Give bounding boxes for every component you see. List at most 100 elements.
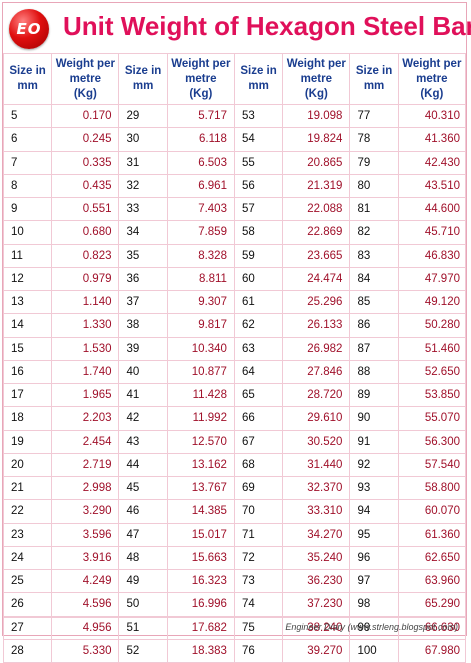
table-row: 18 2.203 42 11.992 66 29.610 90 55.070 [2,406,467,431]
size-cell: 35 [118,243,168,268]
weight-cell: 42.430 [397,150,467,175]
size-cell: 67 [233,429,284,454]
table-body: 5 0.170 29 5.717 53 19.098 77 40.310 6 0.245 30 6.1… [2,103,467,663]
size-cell: 73 [233,568,284,594]
weight-header-line: (Kg) [189,87,213,100]
size-cell: 77 [349,103,399,129]
size-cell: 57 [233,196,284,222]
weight-cell: 51.460 [397,336,467,361]
weight-cell: 26.982 [282,336,351,361]
weight-header-line: Weight per [286,57,346,70]
weight-cell: 0.170 [51,103,120,129]
size-cell: 7 [2,150,53,175]
size-cell: 38 [118,313,168,338]
weight-cell: 8.811 [166,266,235,292]
size-cell: 54 [233,127,284,152]
size-cell: 64 [233,359,284,385]
weight-cell: 3.916 [51,545,120,571]
table-row: 11 0.823 35 8.328 59 23.665 83 46.830 [2,243,467,268]
weight-cell: 60.070 [397,499,467,524]
size-cell: 83 [349,243,399,268]
size-header-line: Size in [124,65,162,77]
size-cell: 60 [233,266,284,292]
weight-cell: 30.520 [282,429,351,454]
weight-cell: 14.385 [166,499,235,524]
size-cell: 20 [2,452,53,478]
table-row: 21 2.998 45 13.767 69 32.370 93 58.800 [2,475,467,501]
size-cell: 17 [2,382,53,408]
size-cell: 5 [2,103,53,129]
weight-cell: 7.403 [166,196,235,222]
weight-cell: 33.310 [282,499,351,524]
size-header-line: mm [248,80,269,92]
size-cell: 56 [233,173,284,199]
size-cell: 42 [118,406,168,431]
weight-cell: 36.230 [282,568,351,594]
size-cell: 30 [118,127,168,152]
weight-cell: 19.098 [282,103,351,129]
size-column-header: Size in mm [2,53,53,105]
weight-cell: 44.600 [397,196,467,222]
weight-cell: 1.330 [51,313,120,338]
weight-cell: 65.290 [397,592,467,617]
size-cell: 62 [233,313,284,338]
size-cell: 90 [349,406,399,431]
size-cell: 23 [2,522,53,547]
table-row: 12 0.979 36 8.811 60 24.474 84 47.970 [2,266,467,292]
weight-cell: 0.551 [51,196,120,222]
size-cell: 40 [118,359,168,385]
weight-cell: 16.323 [166,568,235,594]
size-cell: 93 [349,475,399,501]
size-cell: 28 [2,638,53,663]
weight-cell: 53.850 [397,382,467,408]
weight-cell: 10.340 [166,336,235,361]
size-cell: 70 [233,499,284,524]
weight-cell: 1.140 [51,289,120,315]
weight-cell: 5.330 [51,638,120,663]
weight-cell: 61.360 [397,522,467,547]
size-cell: 19 [2,429,53,454]
weight-cell: 35.240 [282,545,351,571]
weight-header-line: (Kg) [73,87,97,100]
weight-cell: 57.540 [397,452,467,478]
weight-cell: 4.249 [51,568,120,594]
weight-cell: 6.503 [166,150,235,175]
weight-cell: 1.530 [51,336,120,361]
weight-cell: 13.767 [166,475,235,501]
table-row: 28 5.330 52 18.383 76 39.270 100 67.980 [2,638,467,663]
header: EO Unit Weight of Hexagon Steel Bar [3,3,471,53]
weight-cell: 46.830 [397,243,467,268]
size-cell: 65 [233,382,284,408]
weight-cell: 15.663 [166,545,235,571]
size-cell: 91 [349,429,399,454]
size-cell: 100 [349,638,399,663]
size-cell: 9 [2,196,53,222]
weight-cell: 39.270 [282,638,351,663]
size-cell: 44 [118,452,168,478]
weight-header-line: (Kg) [420,87,444,100]
weight-column-header: Weight per metre (Kg) [51,53,120,105]
size-cell: 79 [349,150,399,175]
weight-cell: 1.740 [51,359,120,385]
size-cell: 55 [233,150,284,175]
table-row: 17 1.965 41 11.428 65 28.720 89 53.850 [2,382,467,408]
size-cell: 89 [349,382,399,408]
table-row: 10 0.680 34 7.859 58 22.869 82 45.710 [2,220,467,245]
weight-cell: 1.965 [51,382,120,408]
weight-cell: 6.961 [166,173,235,199]
weight-cell: 25.296 [282,289,351,315]
weight-cell: 67.980 [397,638,467,663]
table-row: 5 0.170 29 5.717 53 19.098 77 40.310 [2,103,467,129]
weight-cell: 12.570 [166,429,235,454]
weight-cell: 4.956 [51,615,120,640]
weight-header-line: metre [416,72,448,85]
size-cell: 16 [2,359,53,385]
weight-cell: 47.970 [397,266,467,292]
size-cell: 21 [2,475,53,501]
weight-cell: 32.370 [282,475,351,501]
size-header-line: mm [132,80,154,92]
weight-cell: 56.300 [397,429,467,454]
weight-header-line: Weight per [55,57,115,70]
weight-cell: 9.307 [166,289,235,315]
